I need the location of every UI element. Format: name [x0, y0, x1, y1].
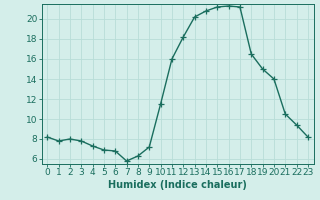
X-axis label: Humidex (Indice chaleur): Humidex (Indice chaleur)	[108, 180, 247, 190]
